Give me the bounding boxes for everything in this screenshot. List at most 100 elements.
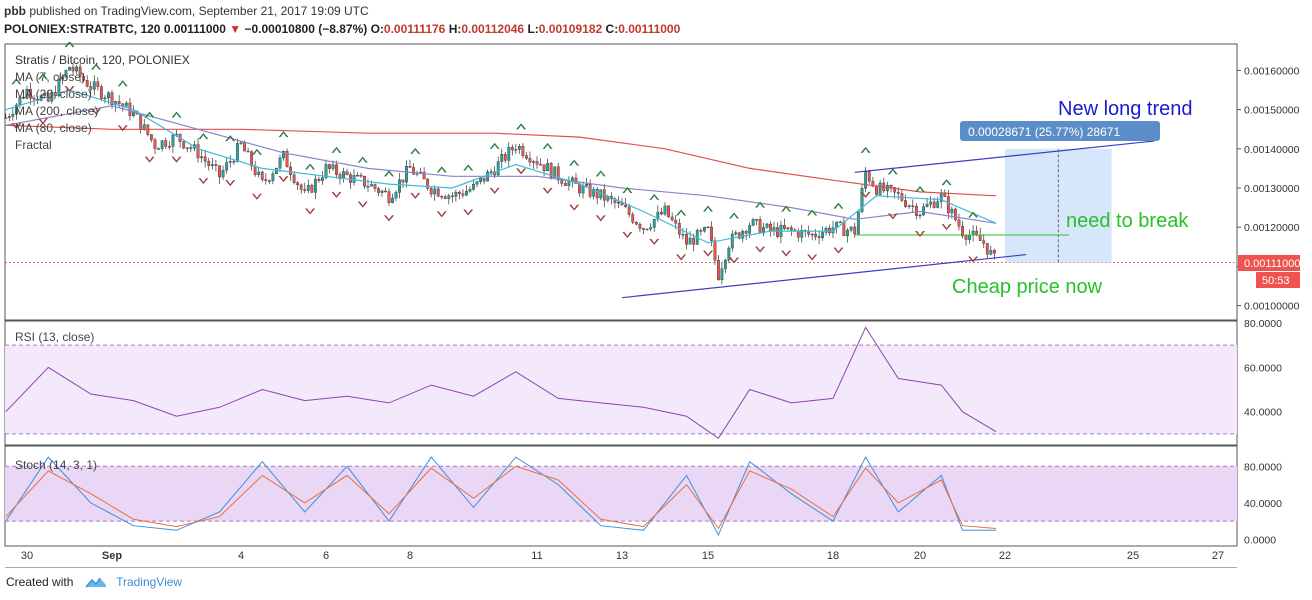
stoch-label[interactable]: Stoch (14, 3, 1) <box>15 458 97 472</box>
legend-main: Stratis / Bitcoin, 120, POLONIEX <box>15 53 190 67</box>
fractal-up-icon <box>516 123 527 130</box>
candle-body <box>867 171 871 182</box>
candle-body <box>275 167 278 174</box>
candle-body <box>685 233 688 245</box>
candle-body <box>394 192 398 199</box>
candle-body <box>748 225 752 234</box>
tradingview-link[interactable]: TradingView <box>116 575 183 589</box>
fractal-up-icon <box>833 202 844 209</box>
candle-body <box>271 173 275 181</box>
candle-body <box>185 147 189 149</box>
candle-body <box>107 92 110 99</box>
fractal-down-icon <box>11 123 22 130</box>
candle-body <box>124 102 128 107</box>
fractal-up-icon <box>489 142 500 149</box>
fractal-down-icon <box>117 125 128 132</box>
candle-body <box>627 206 631 215</box>
candle-body <box>29 89 32 99</box>
candle-body <box>324 164 328 178</box>
candle-body <box>228 161 232 163</box>
candle-body <box>221 170 225 178</box>
fractal-down-icon <box>91 108 102 115</box>
candle-body <box>860 188 864 212</box>
fractal-down-icon <box>807 254 818 261</box>
legend-ma20[interactable]: MA (20, close) <box>15 87 92 101</box>
rsi-axis-label: 80.0000 <box>1244 318 1282 330</box>
candle-body <box>22 96 25 99</box>
candle-body <box>349 174 352 183</box>
candle-body <box>447 195 451 199</box>
candle-body <box>246 150 250 153</box>
last-price-badge-value: 0.00111000 <box>1244 258 1300 270</box>
candle-body <box>207 160 211 166</box>
candle-body <box>14 104 18 115</box>
candle-body <box>989 250 993 255</box>
candle-body <box>907 205 911 207</box>
candle-body <box>789 227 793 231</box>
time-axis-label: 13 <box>616 550 628 562</box>
candle-body <box>250 151 254 167</box>
measure-label-box <box>960 121 1160 141</box>
candle-body <box>741 230 745 239</box>
fractal-up-icon <box>305 163 316 170</box>
candle-body <box>556 166 560 181</box>
candle-body <box>532 161 535 163</box>
stoch-d-line <box>5 465 997 530</box>
candle-body <box>961 226 964 237</box>
candle-body <box>68 67 71 71</box>
legend-ma80[interactable]: MA (80, close) <box>15 121 92 135</box>
close-value: 0.00111000 <box>618 22 681 36</box>
candle-body <box>631 214 635 223</box>
rsi-line <box>5 326 997 440</box>
candle-body <box>236 143 239 162</box>
annotation-need-break[interactable]: need to break <box>1066 210 1189 232</box>
candle-body <box>553 166 557 178</box>
candle-body <box>703 227 706 232</box>
candle-body <box>904 200 907 207</box>
candle-body <box>528 158 532 163</box>
symbol-label[interactable]: POLONIEX:STRATBTC, 120 <box>4 22 161 36</box>
candle-body <box>78 66 82 77</box>
time-axis-label: 25 <box>1127 550 1139 562</box>
time-axis-label: 8 <box>407 550 413 562</box>
candle-body <box>645 228 649 231</box>
candle-body <box>507 146 511 161</box>
fractal-up-icon <box>171 111 182 118</box>
candle-body <box>744 230 748 234</box>
candle-body <box>475 181 479 185</box>
fractal-down-icon <box>595 215 606 222</box>
candle-body <box>454 191 458 197</box>
author-name[interactable]: pbb <box>4 4 26 18</box>
candle-body <box>821 232 824 239</box>
rsi-label[interactable]: RSI (13, close) <box>15 330 94 344</box>
fractal-up-icon <box>755 201 766 208</box>
candle-body <box>436 188 440 197</box>
candle-body <box>810 233 814 236</box>
candle-body <box>985 243 989 255</box>
fractal-down-icon <box>64 86 75 93</box>
chart-canvas[interactable]: 0.001000000.001100000.001200000.00130000… <box>0 42 1312 568</box>
fractal-up-icon <box>278 131 289 138</box>
time-axis-label: 4 <box>238 550 244 562</box>
time-axis-label: 11 <box>531 550 542 562</box>
low-value: 0.00109182 <box>538 22 603 36</box>
down-arrow-icon: ▼ <box>229 22 242 36</box>
candle-body <box>89 86 93 90</box>
candle-body <box>321 177 324 181</box>
fractal-down-icon <box>833 247 844 254</box>
legend-ma200[interactable]: MA (200, close) <box>15 104 98 118</box>
fractal-up-icon <box>463 164 474 171</box>
fractal-up-icon <box>860 146 871 153</box>
annotation-new-trend[interactable]: New long trend <box>1058 98 1193 120</box>
fractal-up-icon <box>410 147 421 154</box>
fractal-down-icon <box>384 215 394 222</box>
fractal-down-icon <box>729 257 740 264</box>
candle-body <box>929 201 933 205</box>
annotation-cheap[interactable]: Cheap price now <box>952 276 1103 298</box>
legend-fractal[interactable]: Fractal <box>15 138 52 152</box>
open-label: O: <box>370 22 384 36</box>
candle-body <box>723 259 727 269</box>
legend-ma7[interactable]: MA (7, close) <box>15 70 85 84</box>
time-axis-label: Sep <box>102 550 122 562</box>
candle-body <box>117 101 121 104</box>
